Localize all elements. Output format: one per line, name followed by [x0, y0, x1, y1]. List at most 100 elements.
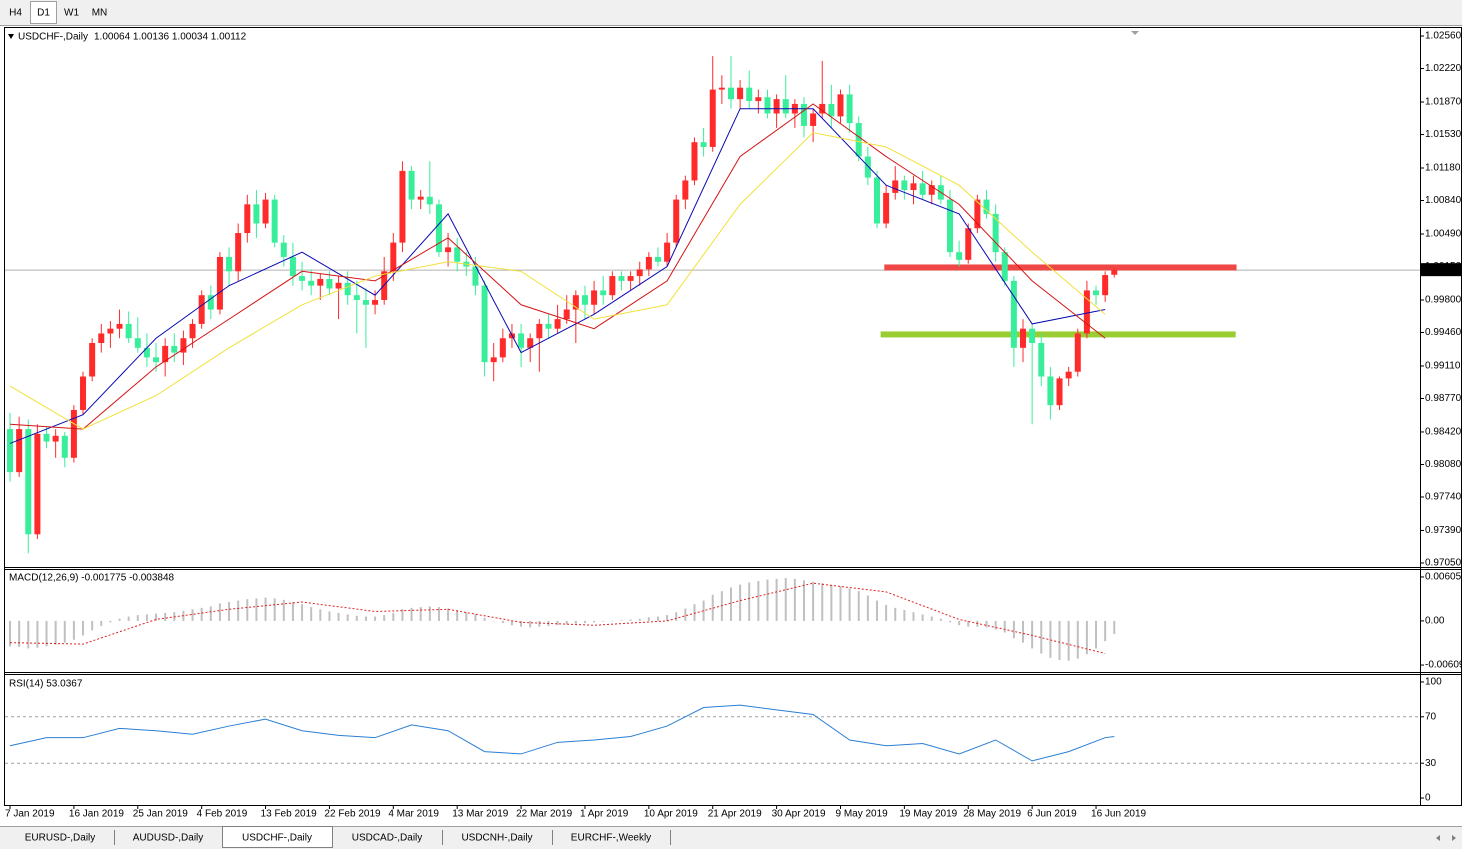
macd-bar	[885, 604, 888, 621]
macd-bar	[410, 607, 413, 621]
x-tick-label: 6 Jun 2019	[1027, 809, 1077, 820]
candle-body	[417, 196, 424, 200]
candle-body	[892, 180, 899, 193]
symbol-tab[interactable]: EURCHF-,Weekly	[571, 833, 651, 844]
candle-body	[335, 282, 342, 289]
candle-body	[883, 192, 890, 224]
macd-bar	[857, 591, 860, 621]
timeframe-label[interactable]: D1	[37, 8, 50, 19]
macd-bar	[985, 620, 988, 628]
macd-bar	[729, 587, 732, 621]
y-tick-label: 0.99110	[1425, 361, 1461, 372]
macd-bar	[301, 604, 304, 621]
candle-body	[901, 180, 908, 191]
candle-body	[800, 103, 807, 126]
candle-body	[80, 376, 87, 410]
candle-body	[34, 433, 41, 535]
candle-body	[618, 276, 625, 281]
candle-body	[280, 242, 287, 257]
scroll-right[interactable]	[1452, 835, 1456, 841]
candle-body	[326, 278, 333, 289]
macd-bar	[583, 620, 586, 624]
symbol-tab[interactable]: EURUSD-,Daily	[25, 833, 96, 844]
candle-body	[928, 185, 935, 195]
macd-bar	[328, 611, 331, 621]
y-tick-label: 1.02220	[1425, 63, 1462, 74]
timeframe-label[interactable]: H4	[9, 8, 22, 19]
candle-body	[1065, 371, 1072, 379]
y-tick-label: 0.006058	[1425, 572, 1462, 583]
candle-body	[992, 213, 999, 253]
y-tick-label: 1.00840	[1425, 195, 1462, 206]
candle-body	[445, 247, 452, 253]
macd-bar	[930, 616, 933, 621]
candle-body	[1038, 343, 1045, 377]
candle-body	[171, 345, 178, 353]
indicator-title: MACD(12,26,9) -0.001775 -0.003848	[9, 573, 175, 584]
candle-body	[481, 285, 488, 363]
macd-bar	[9, 620, 12, 647]
panel	[5, 704, 1420, 764]
scroll-left[interactable]	[1436, 835, 1440, 841]
macd-bar	[702, 600, 705, 621]
x-tick-label: 22 Mar 2019	[516, 809, 573, 820]
macd-bar	[912, 612, 915, 621]
timeframe-label[interactable]: W1	[64, 8, 79, 19]
x-tick-label: 7 Jan 2019	[5, 809, 55, 820]
macd-bar	[921, 614, 924, 621]
y-tick-label: 0.97390	[1425, 525, 1462, 536]
symbol-tab[interactable]: USDCNH-,Daily	[461, 833, 532, 844]
candle-body	[983, 199, 990, 214]
x-tick-label: 21 Apr 2019	[708, 809, 762, 820]
macd-bar	[145, 614, 148, 621]
timeframe-label[interactable]: MN	[92, 8, 108, 19]
macd-bar	[45, 620, 48, 647]
candle-body	[98, 333, 105, 344]
candle-body	[956, 252, 963, 260]
macd-bar	[967, 620, 970, 627]
macd-bar	[437, 607, 440, 621]
y-tick-label: 70	[1425, 711, 1437, 722]
macd-bar	[1003, 620, 1006, 633]
macd-bar	[191, 609, 194, 621]
candle-body	[764, 97, 771, 114]
symbol-tab[interactable]: AUDUSD-,Daily	[133, 833, 204, 844]
macd-bar	[337, 612, 340, 621]
candle-body	[52, 435, 59, 442]
timeframe-tab[interactable]	[30, 1, 57, 24]
y-tick-label: 100	[1425, 677, 1442, 688]
macd-bar	[456, 610, 459, 621]
candle-body	[7, 429, 14, 473]
macd-bar	[647, 617, 650, 621]
candle-body	[1047, 376, 1054, 406]
macd-bar	[793, 578, 796, 621]
macd-bar	[602, 620, 605, 622]
y-tick-label: 1.01870	[1425, 97, 1462, 108]
y-tick-label: 1.01530	[1425, 129, 1462, 140]
x-tick-label: 19 May 2019	[899, 809, 957, 820]
candle-body	[262, 199, 269, 224]
timeframe-tab[interactable]	[2, 1, 29, 24]
symbol-tab[interactable]: USDCHF-,Daily	[242, 833, 312, 844]
candle-body	[773, 99, 780, 114]
candle-body	[846, 94, 853, 124]
macd-bar	[848, 588, 851, 621]
timeframe-tab[interactable]	[86, 1, 113, 24]
timeframe-tab[interactable]	[58, 1, 85, 24]
x-tick-label: 9 May 2019	[835, 809, 888, 820]
candle-body	[189, 323, 196, 339]
symbol-tab[interactable]: USDCAD-,Daily	[352, 833, 423, 844]
candle-body	[636, 269, 643, 277]
candle-body	[226, 256, 233, 272]
macd-bar	[620, 620, 623, 621]
macd-bar	[1085, 620, 1088, 655]
macd-bar	[264, 597, 267, 621]
y-tick-label: 0.98080	[1425, 459, 1462, 470]
macd-bar	[684, 608, 687, 621]
candle-body	[910, 183, 917, 191]
candle-body	[755, 97, 762, 102]
macd-bar	[465, 612, 468, 621]
macd-bar	[383, 615, 386, 621]
candle-body	[107, 328, 114, 334]
y-tick-label: 0.98420	[1425, 427, 1462, 438]
